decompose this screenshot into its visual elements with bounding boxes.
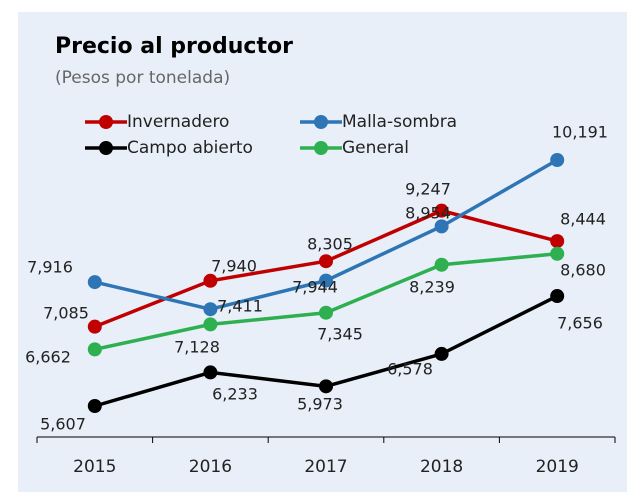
data-label: 7,916 [27,258,73,277]
data-point [87,275,102,290]
data-label: 7,656 [557,314,603,333]
data-label: 7,085 [43,304,89,323]
data-point [87,399,102,413]
data-point [203,317,218,332]
data-point [87,319,102,334]
legend-label: Campo abierto [127,138,253,158]
data-label: 8,954 [405,204,451,223]
chart-title: Precio al productor [55,34,293,59]
data-label: 8,239 [409,278,455,297]
legend-marker [99,115,113,129]
data-point [203,365,218,380]
data-label: 6,233 [212,385,258,404]
legend-marker [314,115,328,129]
legend-label: Invernadero [127,112,229,132]
data-label: 5,607 [40,415,86,434]
data-label: 8,305 [307,235,353,254]
data-label: 7,411 [217,297,263,316]
data-point [434,203,449,218]
data-point [319,379,333,394]
data-label: 8,680 [560,261,606,280]
x-tick-label: 2019 [536,457,579,477]
data-point [203,273,218,288]
legend-marker [99,141,113,155]
data-point [319,305,333,320]
data-point [87,342,102,357]
data-point [319,273,333,288]
data-point [434,257,449,272]
legend-marker [314,141,328,155]
data-label: 10,191 [552,123,608,142]
x-tick-label: 2018 [420,457,463,477]
data-label: 7,345 [317,325,363,344]
data-point [434,219,449,234]
panel [18,12,627,492]
data-label: 7,944 [292,278,338,297]
data-point [550,234,565,249]
data-label: 9,247 [405,180,451,199]
x-tick-label: 2016 [189,457,232,477]
legend-label: General [342,138,409,158]
data-label: 7,940 [211,257,257,276]
data-point [550,289,565,304]
data-point [434,346,449,361]
data-label: 6,578 [387,360,433,379]
data-label: 6,662 [25,348,71,367]
data-point [203,302,218,317]
chart-subtitle: (Pesos por tonelada) [55,68,230,88]
data-label: 5,973 [297,395,343,414]
x-tick-label: 2015 [73,457,116,477]
data-label: 8,444 [560,210,606,229]
legend-label: Malla-sombra [342,112,457,132]
data-point [550,153,565,167]
x-tick-label: 2017 [304,457,347,477]
data-point [319,254,333,269]
data-label: 7,128 [174,338,220,357]
data-point [550,246,565,261]
